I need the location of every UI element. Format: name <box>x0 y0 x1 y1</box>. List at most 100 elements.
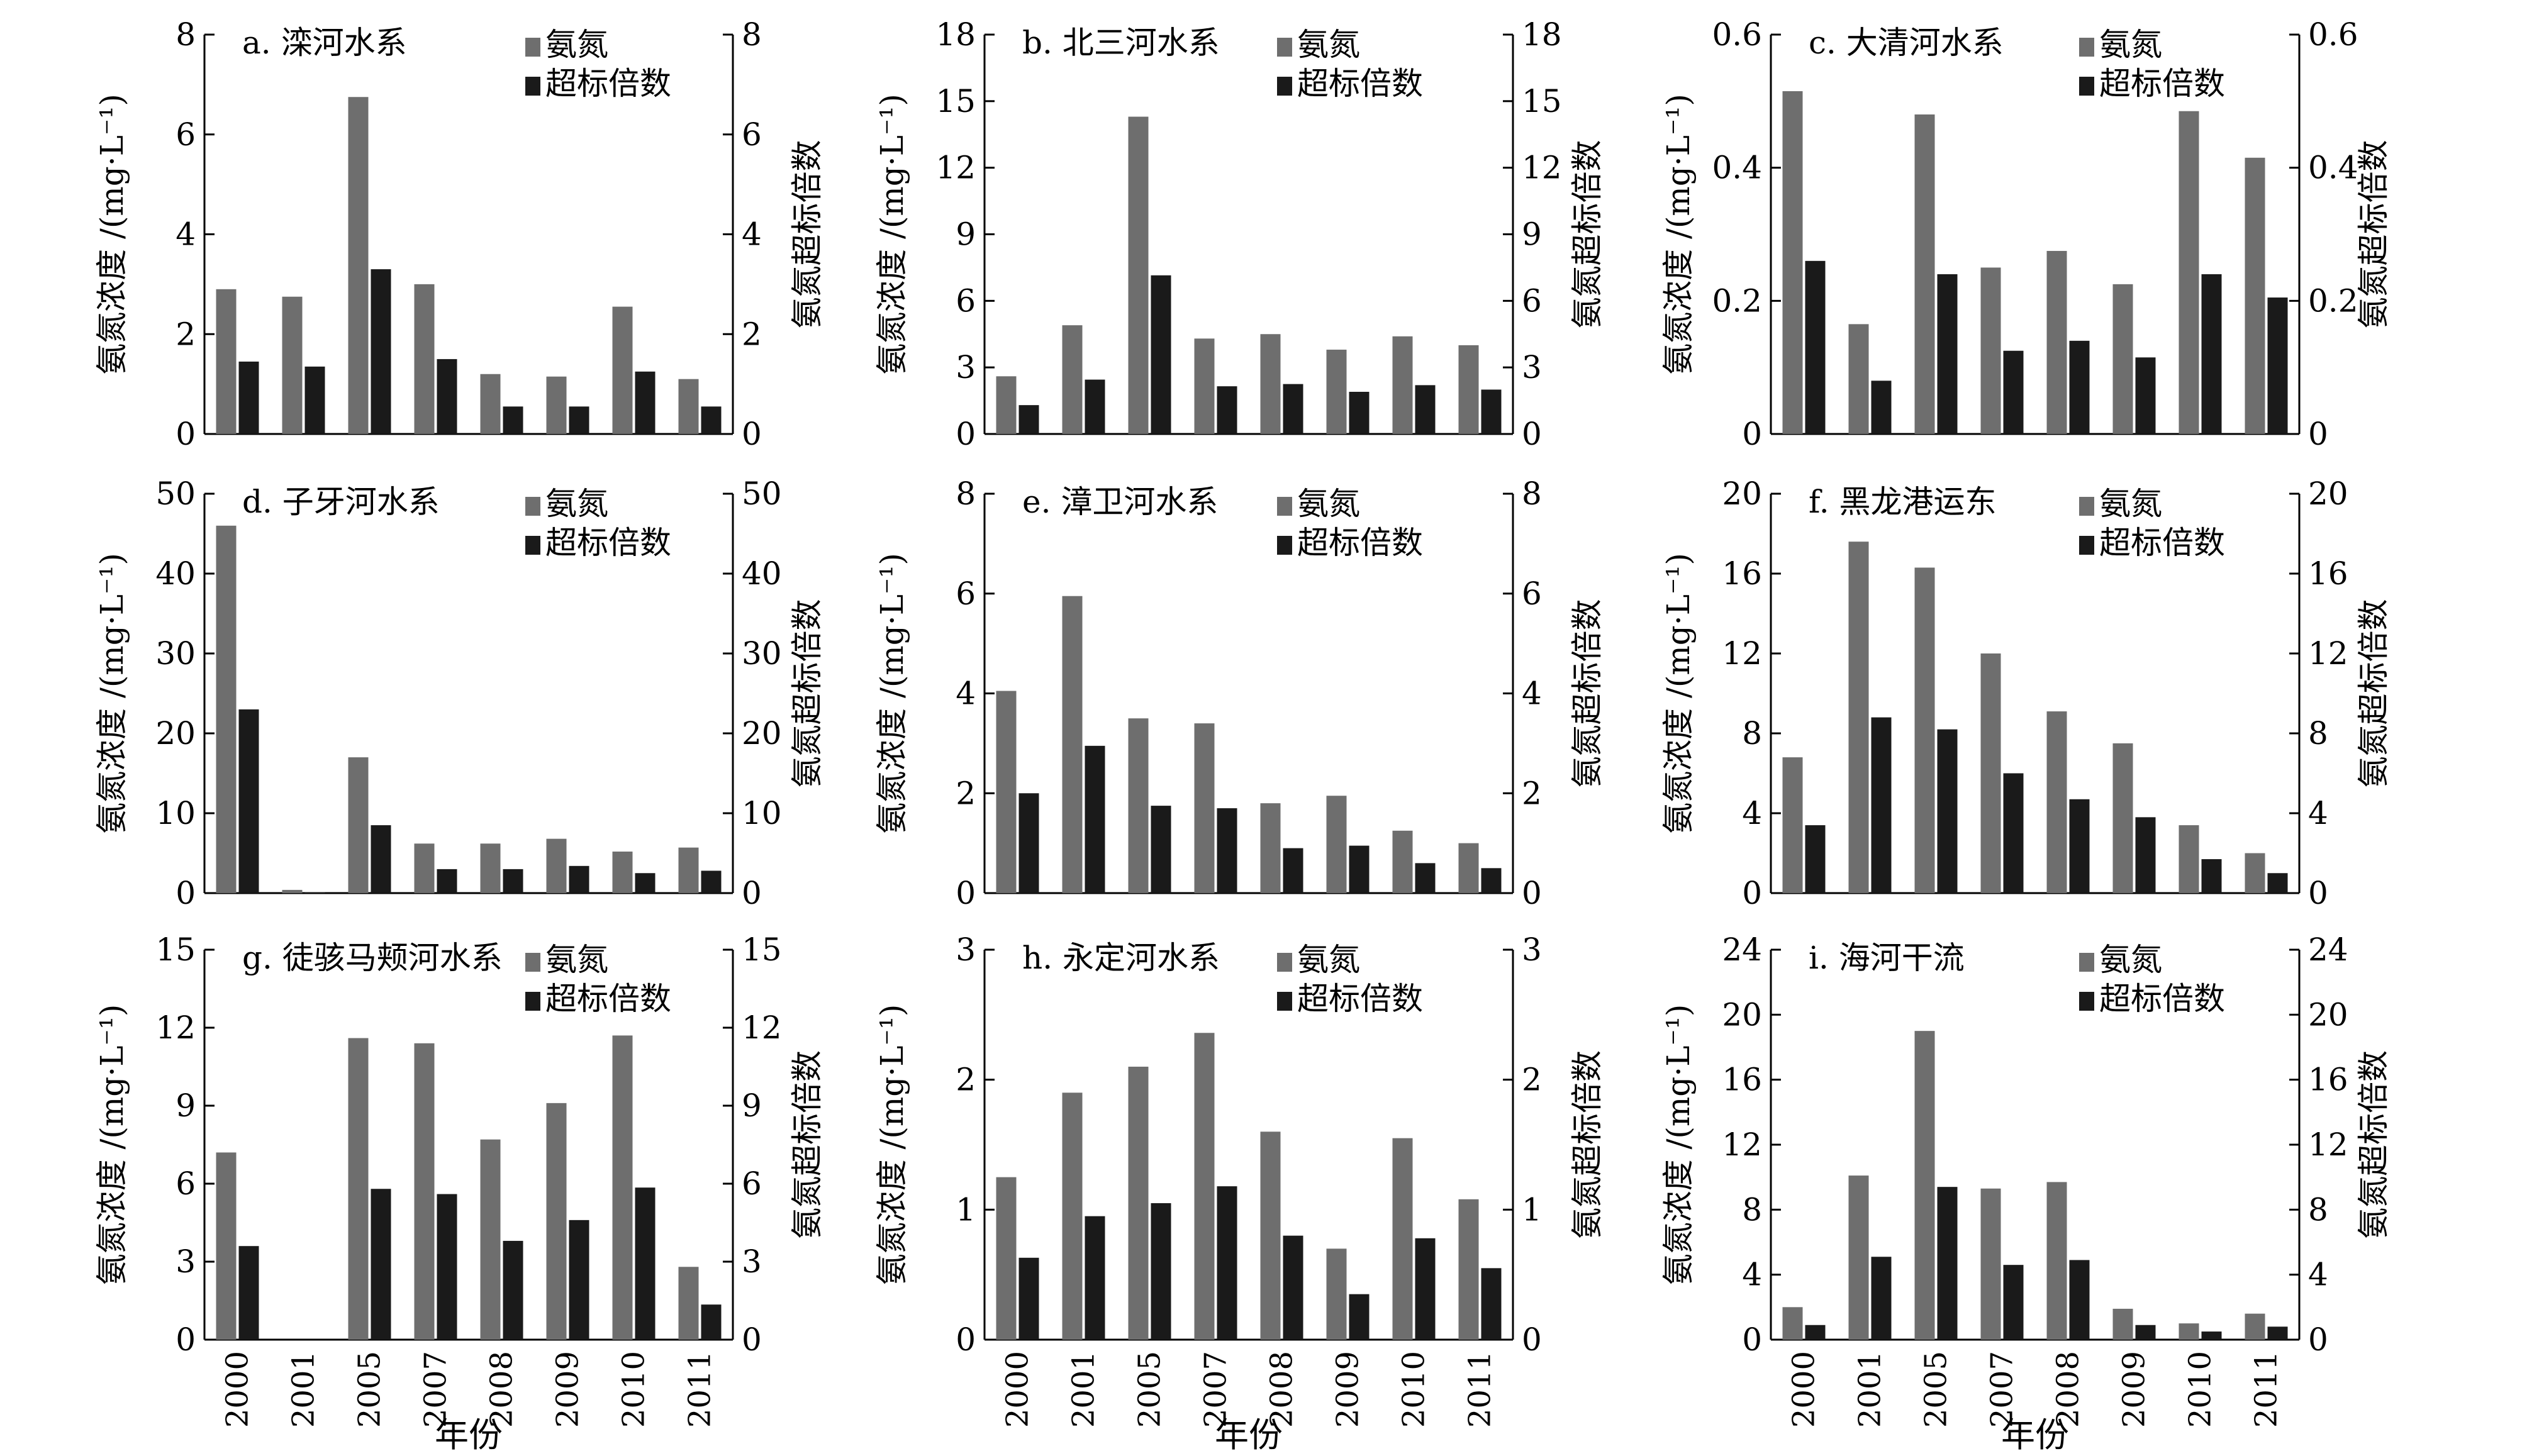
bar-ratio <box>1349 1294 1370 1340</box>
bar-ratio <box>238 361 259 434</box>
right-tick-label: 9 <box>742 1087 762 1124</box>
legend-swatch-ratio <box>525 77 540 96</box>
bar-nh3 <box>1128 116 1149 434</box>
legend-label-nh3: 氨氮 <box>545 26 608 63</box>
right-tick-label: 16 <box>2308 555 2348 592</box>
bar-ratio <box>371 269 391 434</box>
right-tick-label: 1 <box>1522 1191 1542 1228</box>
bar-nh3 <box>546 838 567 893</box>
bar-nh3 <box>2112 284 2133 434</box>
bar-nh3 <box>546 1103 567 1340</box>
right-tick-label: 15 <box>1522 83 1562 119</box>
legend-swatch-nh3 <box>2079 38 2094 57</box>
bar-nh3 <box>1062 325 1083 434</box>
bar-ratio <box>2201 1331 2222 1340</box>
right-tick-label: 20 <box>2308 475 2348 512</box>
left-tick-label: 8 <box>1742 715 1762 752</box>
bar-nh3 <box>1458 843 1479 893</box>
right-tick-label: 40 <box>742 555 782 592</box>
y2-axis-title: 氨氮超标倍数 <box>2355 599 2392 788</box>
bar-nh3 <box>1980 267 2001 434</box>
right-tick-label: 4 <box>2308 1257 2328 1293</box>
left-tick-label: 10 <box>155 795 196 831</box>
left-tick-label: 16 <box>1722 1062 1762 1098</box>
bar-nh3 <box>678 1267 699 1340</box>
year-tick-label: 2011 <box>2249 1351 2284 1428</box>
legend-label-nh3: 氨氮 <box>545 486 608 522</box>
left-tick-label: 16 <box>1722 555 1762 592</box>
left-tick-label: 9 <box>956 216 976 253</box>
y2-axis-title: 氨氮超标倍数 <box>1569 1050 1605 1239</box>
left-tick-label: 18 <box>935 16 976 53</box>
bar-nh3 <box>612 851 633 893</box>
right-tick-label: 6 <box>742 1165 762 1202</box>
bar-nh3 <box>1326 1248 1347 1340</box>
year-tick-label: 2001 <box>1066 1351 1102 1428</box>
y2-axis-title: 氨氮超标倍数 <box>789 1050 825 1239</box>
legend-label-ratio: 超标倍数 <box>1297 981 1423 1017</box>
bar-nh3 <box>546 376 567 434</box>
bar-nh3 <box>1128 1067 1149 1340</box>
bar-ratio <box>238 1246 259 1340</box>
bar-ratio <box>2003 1265 2024 1340</box>
bar-nh3 <box>1782 1307 1803 1340</box>
bar-nh3 <box>414 284 435 434</box>
bar-nh3 <box>678 847 699 893</box>
legend-label-ratio: 超标倍数 <box>1297 65 1423 102</box>
bar-nh3 <box>2179 111 2199 435</box>
legend-swatch-nh3 <box>2079 953 2094 972</box>
y-axis-title: 氨氮浓度 /(mg·L⁻¹) <box>94 553 130 834</box>
y-axis-title: 氨氮浓度 /(mg·L⁻¹) <box>874 94 910 375</box>
bar-nh3 <box>1260 334 1281 434</box>
bar-ratio <box>1415 863 1436 893</box>
right-tick-label: 3 <box>742 1243 762 1280</box>
right-tick-label: 3 <box>1522 931 1542 968</box>
bar-nh3 <box>2245 1313 2265 1340</box>
left-tick-label: 24 <box>1722 931 1762 968</box>
left-tick-label: 3 <box>176 1243 196 1280</box>
left-tick-label: 0 <box>956 1321 976 1358</box>
bar-nh3 <box>1326 349 1347 434</box>
year-tick-label: 2007 <box>418 1351 454 1428</box>
left-tick-label: 40 <box>155 555 196 592</box>
right-tick-label: 8 <box>1522 475 1542 512</box>
year-tick-label: 2000 <box>220 1351 255 1428</box>
legend-swatch-ratio <box>525 536 540 555</box>
year-tick-label: 2007 <box>1198 1351 1234 1428</box>
x-axis-title: 年份 <box>2001 1415 2069 1455</box>
left-tick-label: 9 <box>176 1087 196 1124</box>
y-axis-title: 氨氮浓度 /(mg·L⁻¹) <box>94 94 130 375</box>
bar-nh3 <box>2046 250 2067 434</box>
bar-ratio <box>1217 1186 1237 1340</box>
left-tick-label: 0 <box>956 416 976 452</box>
left-tick-label: 0.4 <box>1712 150 1762 186</box>
bar-ratio <box>701 1304 722 1340</box>
left-tick-label: 4 <box>1742 1257 1762 1293</box>
bar-ratio <box>635 873 656 893</box>
bar-ratio <box>1415 385 1436 434</box>
bar-ratio <box>1937 1187 1958 1340</box>
legend-swatch-ratio <box>2079 992 2094 1011</box>
left-tick-label: 0 <box>1742 1321 1762 1358</box>
bar-nh3 <box>480 374 501 434</box>
bar-ratio <box>437 869 457 893</box>
legend-swatch-nh3 <box>1277 497 1292 516</box>
x-axis-title: 年份 <box>435 1415 503 1455</box>
bar-nh3 <box>2112 1308 2133 1340</box>
right-tick-label: 0.4 <box>2308 150 2358 186</box>
bar-nh3 <box>282 296 303 434</box>
year-tick-label: 2007 <box>1985 1351 2020 1428</box>
legend-swatch-nh3 <box>2079 497 2094 516</box>
bar-ratio <box>1349 845 1370 893</box>
year-tick-label: 2010 <box>2183 1351 2218 1428</box>
bar-nh3 <box>216 1152 237 1340</box>
panel-title: h. 永定河水系 <box>1022 940 1220 976</box>
bar-ratio <box>2267 1326 2288 1340</box>
right-tick-label: 10 <box>742 795 782 831</box>
bar-ratio <box>1805 260 1826 434</box>
bar-ratio <box>1217 808 1237 893</box>
